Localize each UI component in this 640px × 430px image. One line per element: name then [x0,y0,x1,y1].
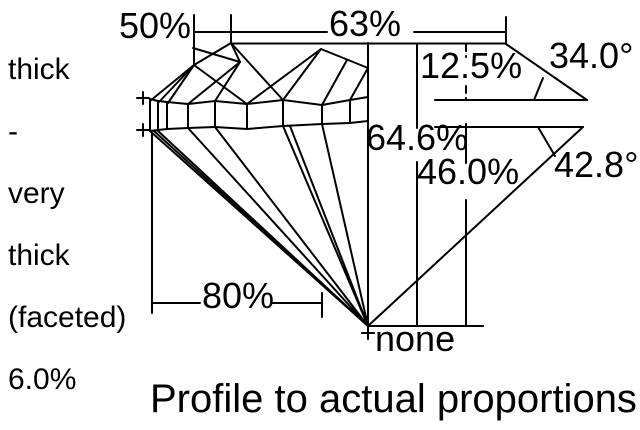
caption: Profile to actual proportions [150,377,637,421]
crown-height-label: 12.5% [420,45,523,86]
pavilion-depth-label: 46.0% [417,151,520,192]
girdle-thickness-label: thick - very thick (faceted) 6.0% [8,54,126,395]
facet-and-dimension-lines [136,14,588,340]
girdle-thickness-line1: thick [8,53,70,86]
girdle-thickness-line6: 6.0% [8,363,77,396]
total-depth-label: 64.6% [366,117,469,158]
girdle-thickness-line2: - [8,115,18,148]
girdle-thickness-line4: thick [8,239,70,272]
girdle-thickness-line3: very [8,177,65,210]
star-length-label: 50% [119,5,192,46]
crown-angle-label: 34.0° [549,35,634,76]
girdle-thickness-line5: (faceted) [8,301,127,334]
culet-label: none [375,318,456,359]
lower-girdle-length-label: 80% [202,275,275,316]
table-size-label: 63% [329,3,402,44]
pavilion-angle-label: 42.8° [554,144,639,185]
